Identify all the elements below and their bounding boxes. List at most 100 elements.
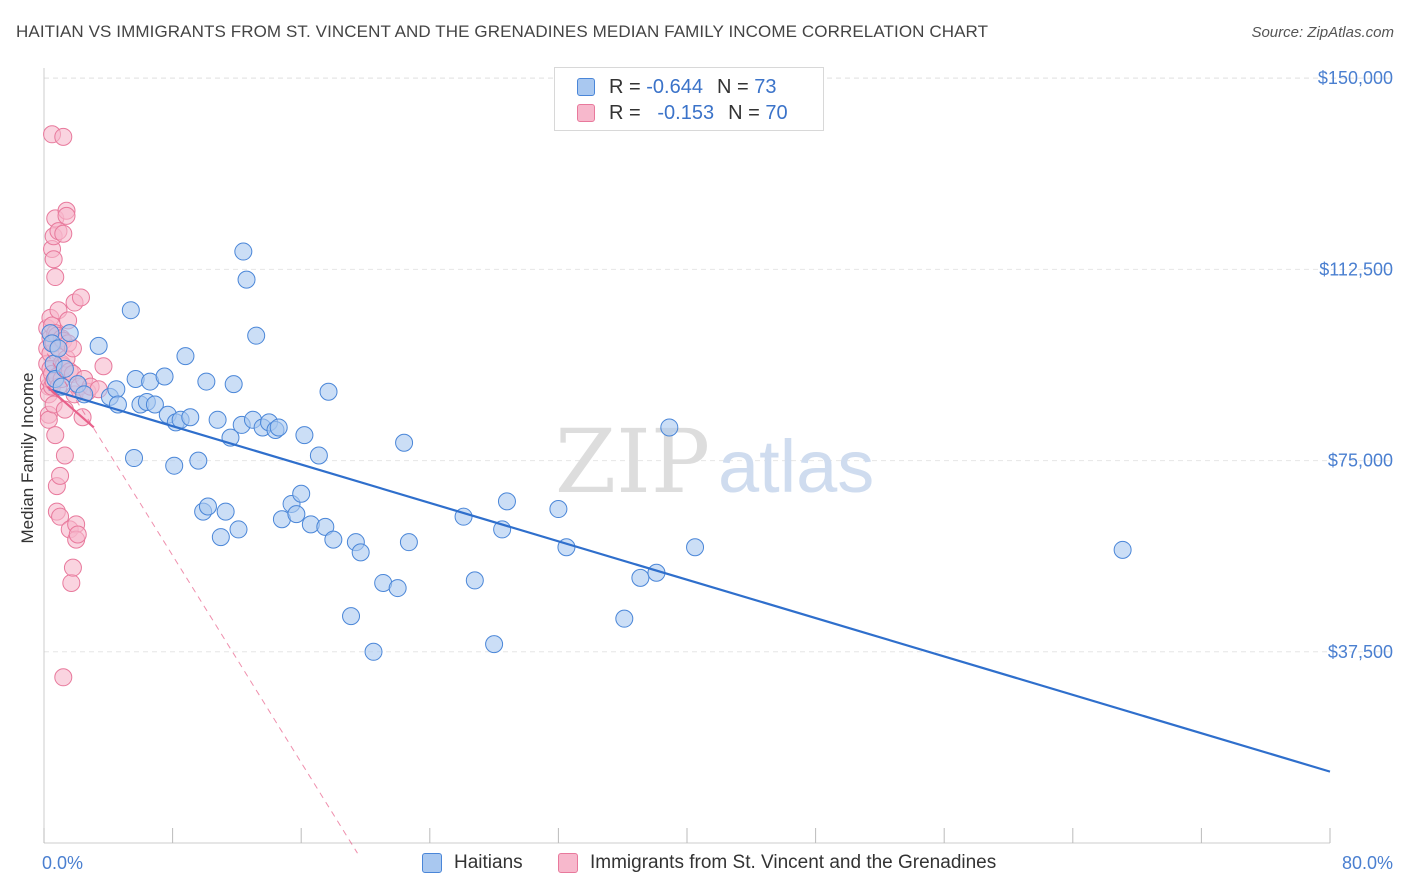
watermark: ZIP atlas: [555, 410, 874, 513]
data-point-haitians: [269, 418, 288, 437]
data-point-st-vincent: [46, 268, 65, 287]
data-point-st-vincent: [68, 525, 87, 544]
data-point-st-vincent: [54, 668, 73, 687]
data-point-haitians: [237, 270, 256, 289]
legend-n-value: 70: [765, 101, 788, 124]
y-tick-label: $150,000: [1318, 68, 1393, 88]
grid-lines: [44, 77, 1394, 653]
legend-label-haitians: Haitians: [454, 852, 523, 873]
data-point-haitians: [216, 502, 235, 521]
data-point-haitians: [155, 367, 174, 386]
data-point-st-vincent: [55, 400, 74, 419]
data-point-haitians: [208, 410, 227, 429]
data-point-haitians: [229, 520, 248, 539]
data-point-haitians: [497, 492, 516, 511]
legend-row-st-vincent: R = -0.153 N = 70: [577, 101, 788, 125]
data-point-haitians: [189, 451, 208, 470]
data-point-st-vincent: [51, 466, 70, 485]
data-point-haitians: [316, 517, 335, 536]
legend-swatch-blue: [422, 853, 442, 873]
legend-swatch-pink: [558, 853, 578, 873]
correlation-legend: R = -0.644 N = 73 R = -0.153 N = 70: [554, 67, 824, 131]
legend-r-label: R =: [609, 101, 641, 124]
data-point-haitians: [399, 533, 418, 552]
legend-r-value: -0.153: [657, 101, 715, 124]
y-axis-label: Median Family Income: [18, 372, 37, 543]
source-credit: Source: ZipAtlas.com: [1251, 24, 1394, 41]
trend-line-haitians: [48, 388, 1331, 773]
data-point-haitians: [388, 579, 407, 598]
data-point-haitians: [107, 380, 126, 399]
y-tick-label: $112,500: [1319, 259, 1393, 279]
data-point-st-vincent: [94, 357, 113, 376]
legend-item-st-vincent: Immigrants from St. Vincent and the Gren…: [558, 852, 996, 874]
data-point-haitians: [49, 339, 68, 358]
data-point-haitians: [309, 446, 328, 465]
data-point-st-vincent: [57, 206, 76, 225]
data-point-haitians: [615, 609, 634, 628]
legend-n-label: N =: [716, 75, 749, 98]
legend-row-haitians: R = -0.644 N = 73: [577, 75, 776, 99]
data-point-haitians: [465, 571, 484, 590]
data-point-haitians: [211, 528, 230, 547]
y-tick-label: $37,500: [1328, 642, 1393, 662]
data-point-haitians: [181, 408, 200, 427]
data-point-haitians: [89, 336, 108, 355]
data-point-haitians: [549, 500, 568, 519]
data-point-st-vincent: [39, 410, 58, 429]
data-point-haitians: [247, 326, 266, 345]
trend-lines: [46, 353, 1331, 854]
series-haitians: [41, 242, 1132, 661]
legend-swatch-pink: [577, 104, 595, 122]
data-point-st-vincent: [71, 288, 90, 307]
data-point-haitians: [145, 395, 164, 414]
data-point-haitians: [224, 375, 243, 394]
data-point-haitians: [364, 642, 383, 661]
watermark-zip: ZIP: [555, 410, 710, 513]
data-point-haitians: [319, 382, 338, 401]
x-tick-labels: 0.0% 80.0%: [42, 853, 1393, 873]
data-point-haitians: [295, 426, 314, 445]
axes: [43, 68, 1331, 844]
legend-swatch-blue: [577, 78, 595, 96]
x-tick-label-max: 80.0%: [1342, 853, 1393, 873]
data-point-haitians: [351, 543, 370, 562]
trend-line-st-vincent: [46, 385, 95, 429]
data-point-st-vincent: [51, 507, 70, 526]
data-point-haitians: [1113, 540, 1132, 559]
data-point-haitians: [395, 433, 414, 452]
y-tick-label: $75,000: [1328, 451, 1393, 471]
data-point-haitians: [234, 242, 253, 261]
legend-item-haitians: Haitians: [422, 852, 523, 874]
data-point-haitians: [324, 530, 343, 549]
data-point-haitians: [121, 301, 140, 320]
data-point-haitians: [287, 505, 306, 524]
data-point-haitians: [125, 449, 144, 468]
legend-n-value: 73: [754, 75, 777, 98]
legend-n-label: N =: [728, 101, 760, 124]
data-point-st-vincent: [62, 573, 81, 592]
trend-line-st-vincent-extended: [46, 353, 358, 854]
data-point-haitians: [55, 359, 74, 378]
data-point-haitians: [631, 568, 650, 587]
data-point-haitians: [686, 538, 705, 557]
data-point-haitians: [660, 418, 679, 437]
series-legend: Haitians Immigrants from St. Vincent and…: [0, 852, 1406, 878]
legend-r-label: R =: [609, 75, 641, 98]
legend-label-st-vincent: Immigrants from St. Vincent and the Gren…: [590, 852, 997, 873]
x-tick-label-min: 0.0%: [42, 853, 83, 873]
data-point-st-vincent: [63, 558, 82, 577]
data-point-haitians: [60, 324, 79, 343]
data-point-haitians: [197, 372, 216, 391]
data-point-haitians: [176, 347, 195, 366]
chart-title: HAITIAN VS IMMIGRANTS FROM ST. VINCENT A…: [16, 22, 989, 41]
data-point-st-vincent: [54, 127, 73, 146]
data-point-st-vincent: [55, 446, 74, 465]
data-point-st-vincent: [44, 250, 63, 269]
data-point-haitians: [485, 635, 504, 654]
y-tick-labels: $37,500 $75,000 $112,500 $150,000: [1318, 68, 1393, 662]
data-point-st-vincent: [54, 224, 73, 243]
data-point-haitians: [198, 497, 217, 516]
data-point-st-vincent: [46, 426, 65, 445]
